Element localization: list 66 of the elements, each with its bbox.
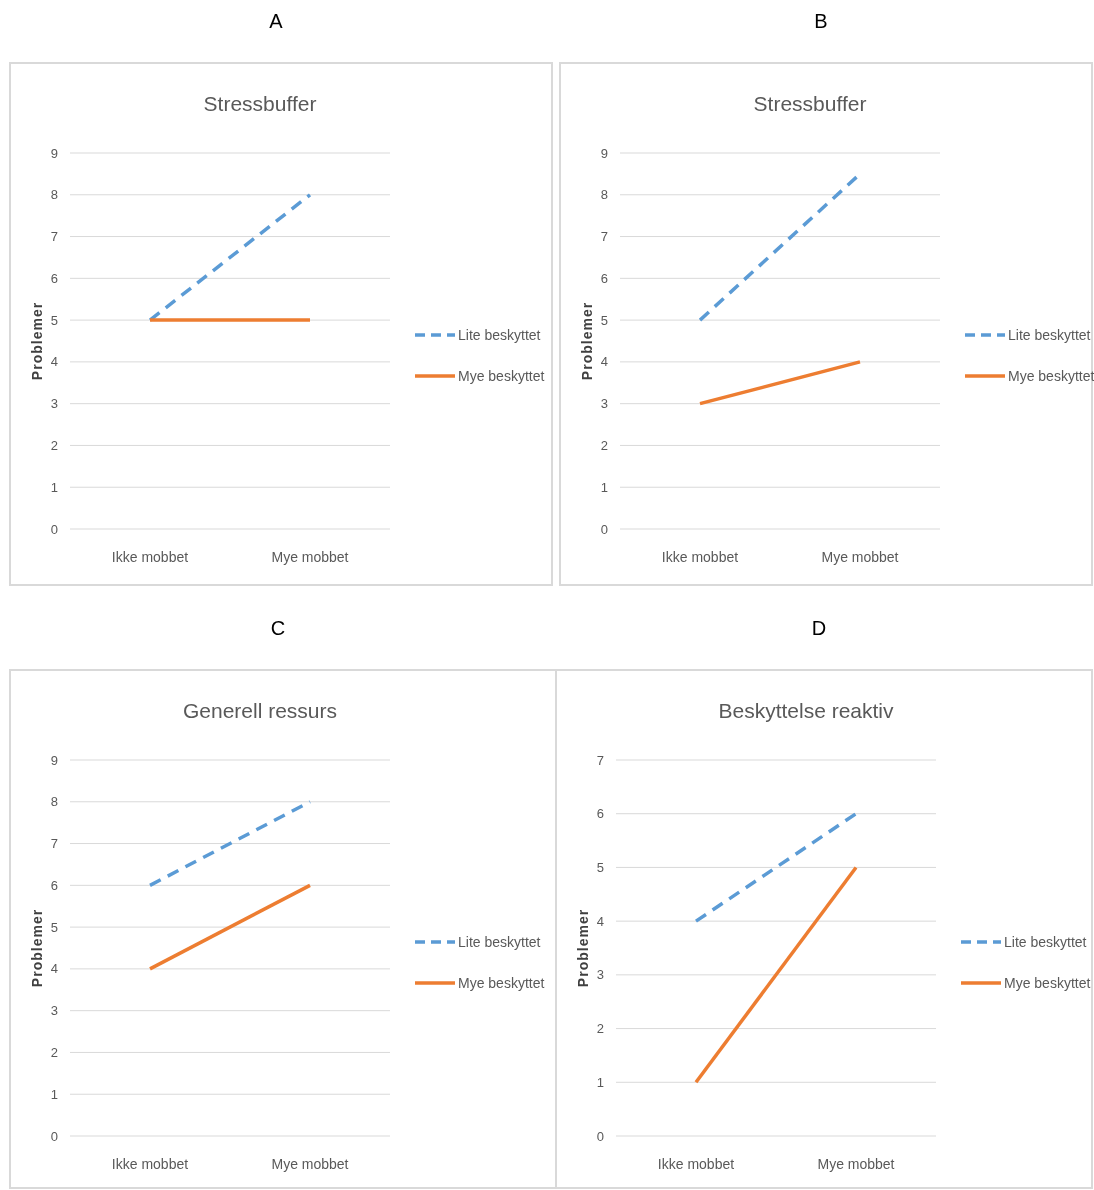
y-tick-label: 9 — [600, 145, 608, 161]
y-tick-label: 5 — [596, 859, 604, 875]
y-tick-label: 7 — [596, 752, 604, 768]
y-tick-label: 4 — [50, 961, 58, 977]
y-tick-label: 6 — [50, 270, 58, 286]
y-tick-label: 2 — [50, 437, 58, 453]
x-tick-label: Ikke mobbet — [111, 1156, 189, 1172]
y-tick-label: 4 — [600, 354, 608, 370]
y-tick-label: 5 — [600, 312, 608, 328]
y-tick-label: 5 — [50, 919, 58, 935]
y-tick-label: 1 — [50, 1086, 58, 1102]
y-tick-label: 7 — [600, 229, 608, 245]
y-tick-label: 7 — [50, 229, 58, 245]
y-tick-label: 6 — [50, 877, 58, 893]
y-tick-label: 3 — [596, 967, 604, 983]
y-tick-label: 8 — [50, 187, 58, 203]
y-tick-label: 3 — [50, 396, 58, 412]
x-tick-label: Ikke mobbet — [111, 549, 189, 565]
y-tick-label: 7 — [50, 836, 58, 852]
legend-label: Mye beskyttet — [1004, 974, 1091, 991]
y-tick-label: 2 — [50, 1044, 58, 1060]
x-tick-label: Ikke mobbet — [657, 1156, 735, 1172]
chart-title: Stressbuffer — [753, 92, 867, 115]
text: B — [814, 10, 828, 32]
x-tick-label: Ikke mobbet — [661, 549, 739, 565]
y-tick-label: 8 — [50, 794, 58, 810]
y-tick-label: 1 — [600, 479, 608, 495]
chart-title: Beskyttelse reaktiv — [718, 699, 895, 722]
y-tick-label: 1 — [50, 479, 58, 495]
y-tick-label: 8 — [600, 187, 608, 203]
y-axis-title: Problemer — [29, 301, 45, 381]
y-tick-label: 3 — [600, 396, 608, 412]
y-tick-label: 6 — [600, 270, 608, 286]
y-axis-title: Problemer — [579, 301, 595, 381]
y-tick-label: 2 — [596, 1021, 604, 1037]
x-tick-label: Mye mobbet — [271, 1156, 349, 1172]
legend-label: Mye beskyttet — [1008, 367, 1094, 384]
y-tick-label: 4 — [50, 354, 58, 370]
x-tick-label: Mye mobbet — [817, 1156, 895, 1172]
y-tick-label: 2 — [600, 437, 608, 453]
y-tick-label: 3 — [50, 1003, 58, 1019]
chart-title: Generell ressurs — [182, 699, 338, 722]
chart-title: Stressbuffer — [203, 92, 317, 115]
legend-label: Mye beskyttet — [458, 367, 545, 384]
y-axis-title: Problemer — [575, 908, 591, 988]
y-tick-label: 1 — [596, 1074, 604, 1090]
y-tick-label: 6 — [596, 806, 604, 822]
y-tick-label: 9 — [50, 145, 58, 161]
legend-label: Lite beskyttet — [1004, 933, 1087, 950]
y-tick-label: 0 — [596, 1128, 604, 1144]
y-tick-label: 0 — [600, 521, 608, 537]
y-axis-title: Problemer — [29, 908, 45, 988]
text: D — [811, 617, 827, 639]
x-tick-label: Mye mobbet — [271, 549, 349, 565]
y-tick-label: 0 — [50, 1128, 58, 1144]
y-tick-label: 5 — [50, 312, 58, 328]
x-tick-label: Mye mobbet — [821, 549, 899, 565]
legend-label: Lite beskyttet — [458, 326, 541, 343]
text: C — [270, 617, 286, 639]
y-tick-label: 4 — [596, 913, 604, 929]
y-tick-label: 9 — [50, 752, 58, 768]
legend-label: Mye beskyttet — [458, 974, 545, 991]
legend-label: Lite beskyttet — [458, 933, 541, 950]
text: A — [269, 10, 284, 32]
y-tick-label: 0 — [50, 521, 58, 537]
legend-label: Lite beskyttet — [1008, 326, 1091, 343]
